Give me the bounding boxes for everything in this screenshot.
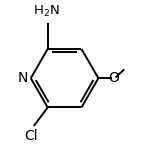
- Text: O: O: [108, 71, 119, 85]
- Text: N: N: [18, 71, 28, 85]
- Text: Cl: Cl: [25, 129, 38, 143]
- Text: H$_2$N: H$_2$N: [34, 4, 60, 19]
